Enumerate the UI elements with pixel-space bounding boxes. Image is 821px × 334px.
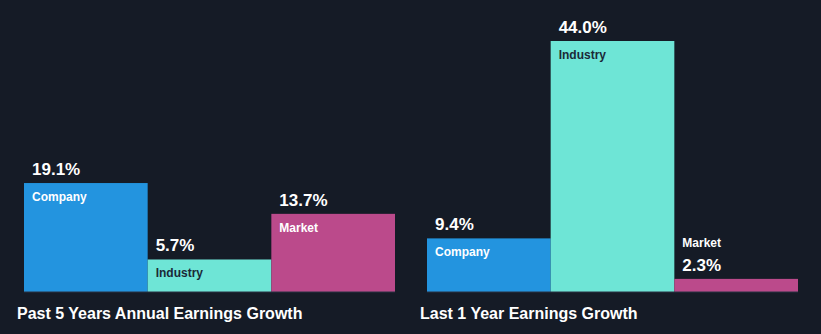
labels: Company 19.1% Industry 5.7% Market 13.7% — [32, 160, 328, 280]
chart-title: Last 1 Year Earnings Growth — [420, 305, 638, 322]
data-label: 2.3% — [682, 256, 721, 275]
chart-title: Past 5 Years Annual Earnings Growth — [17, 305, 302, 322]
data-label: 19.1% — [32, 160, 80, 179]
chart-panel: Company 19.1% Industry 5.7% Market 13.7% Past … — [17, 160, 395, 322]
chart-root: Company 19.1% Industry 5.7% Market 13.7% Past … — [0, 0, 821, 334]
background — [0, 0, 821, 334]
category-label: Company — [32, 190, 87, 204]
bars — [427, 41, 798, 292]
data-label: 9.4% — [435, 215, 474, 234]
bar — [427, 238, 551, 292]
bar — [24, 183, 148, 292]
data-label: 44.0% — [559, 18, 607, 37]
bar — [674, 279, 798, 292]
bars — [24, 183, 395, 292]
chart-panel: Company 9.4% Industry 44.0% Market 2.3% Last 1… — [420, 18, 798, 322]
labels: Company 9.4% Industry 44.0% Market 2.3% — [435, 18, 721, 275]
data-label: 13.7% — [279, 191, 327, 210]
bar — [148, 259, 272, 292]
category-label: Industry — [156, 266, 204, 280]
data-label: 5.7% — [156, 236, 195, 255]
category-label: Industry — [559, 48, 607, 62]
category-label: Market — [682, 236, 721, 250]
baseline — [24, 292, 395, 293]
baseline — [427, 292, 798, 293]
category-label: Market — [279, 221, 318, 235]
bar — [271, 214, 395, 292]
category-label: Company — [435, 245, 490, 259]
bar — [551, 41, 675, 292]
